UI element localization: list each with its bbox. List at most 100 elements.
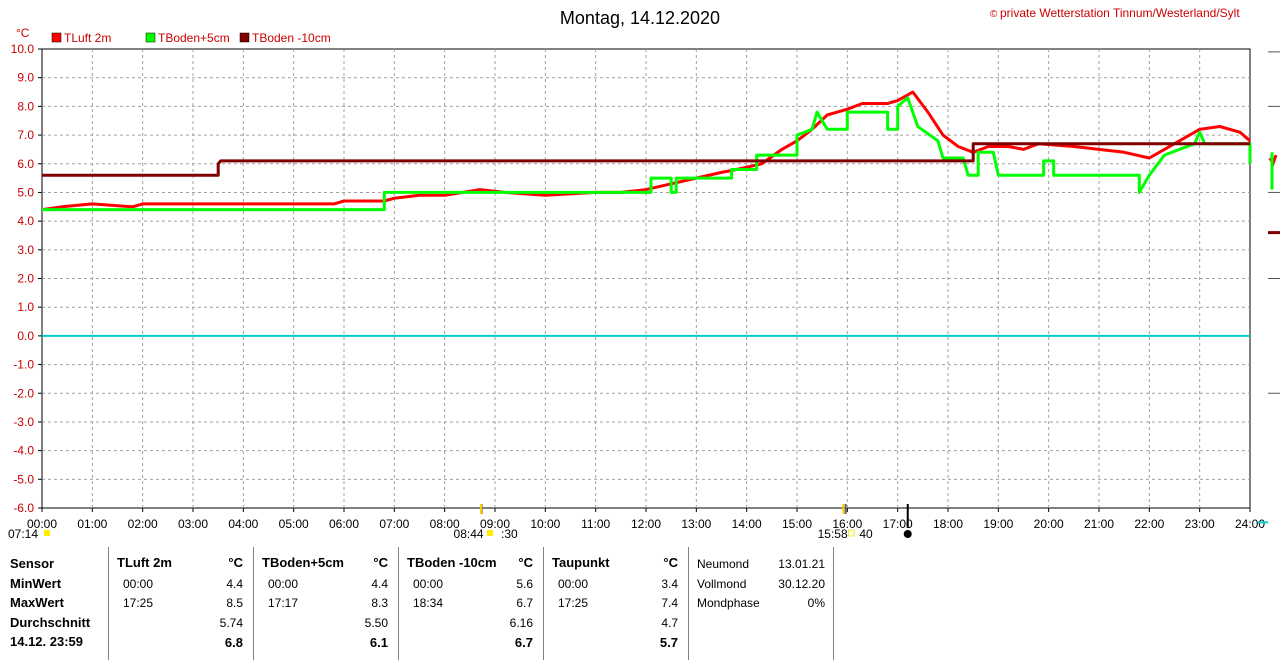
- y-tick-label: -2.0: [13, 386, 34, 400]
- sensor-name: TLuft 2m: [117, 555, 172, 570]
- y-tick-label: 2.0: [17, 272, 34, 286]
- max-value: 8.3: [371, 596, 388, 610]
- row-labels-column: Sensor MinWert MaxWert Durchschnitt 14.1…: [0, 544, 108, 660]
- x-tick-label: 06:00: [329, 517, 359, 531]
- max-value: 6.7: [516, 596, 533, 610]
- x-tick-label: 04:00: [228, 517, 258, 531]
- moon-column: Neumond 13.01.21 Vollmond 30.12.20 Mondp…: [689, 544, 833, 660]
- x-tick-label: 12:00: [631, 517, 661, 531]
- legend-swatch: [51, 32, 62, 43]
- series-line-0: [41, 90, 1251, 212]
- x-tick-label: 15:00: [782, 517, 812, 531]
- max-value: 8.5: [226, 596, 243, 610]
- max-time: 17:25: [558, 596, 589, 610]
- max-time: 17:17: [268, 596, 299, 610]
- y-tick-label: 7.0: [17, 128, 34, 142]
- sensor-name: TBoden -10cm: [407, 555, 497, 570]
- x-tick-label: 21:00: [1084, 517, 1114, 531]
- marker-label: 07:14: [8, 527, 38, 541]
- marker-label: :30: [501, 527, 518, 541]
- min-value: 3.4: [661, 577, 678, 591]
- current-value: 6.8: [224, 635, 243, 650]
- y-axis-ticks: 10.0 9.0 8.0 7.0 6.0 5.0 4.0 3.0 2.0 1.0 0.0 -1.0 -2…: [11, 42, 42, 515]
- row-label-max: MaxWert: [10, 595, 64, 610]
- copyright-text: private Wetterstation Tinnum/Westerland/…: [1000, 6, 1240, 20]
- x-tick-label: 05:00: [279, 517, 309, 531]
- legend-label: TLuft 2m: [64, 31, 111, 45]
- marker-label: 08:44: [454, 527, 484, 541]
- y-tick-label: -5.0: [13, 472, 34, 486]
- current-value: 6.7: [514, 635, 533, 650]
- y-tick-label: -1.0: [13, 358, 34, 372]
- sensor-unit: °C: [373, 555, 388, 570]
- row-label-sensor: Sensor: [10, 556, 55, 571]
- moon-value: 30.12.20: [778, 577, 825, 591]
- x-tick-label: 09:00: [480, 517, 510, 531]
- sun-dot: [487, 530, 493, 536]
- x-tick-label: 14:00: [732, 517, 762, 531]
- x-tick-label: 17:00: [883, 517, 913, 531]
- marker-label: 15:58: [818, 527, 848, 541]
- x-tick-label: 07:00: [379, 517, 409, 531]
- y-tick-label: 10.0: [11, 42, 35, 56]
- max-value: 7.4: [661, 596, 678, 610]
- y-tick-label: 5.0: [17, 185, 34, 199]
- moon-value: 0%: [807, 596, 825, 610]
- average-value: 4.7: [661, 616, 678, 630]
- unit-label: °C: [16, 26, 30, 40]
- moon-value: 13.01.21: [778, 557, 825, 571]
- x-tick-label: 16:00: [832, 517, 862, 531]
- moon-label: Vollmond: [697, 577, 747, 591]
- x-tick-label: 03:00: [178, 517, 208, 531]
- max-time: 17:25: [123, 596, 154, 610]
- y-tick-label: 9.0: [17, 71, 34, 85]
- y-tick-label: -4.0: [13, 444, 34, 458]
- sensor-name: Taupunkt: [552, 555, 610, 570]
- moon-label: Mondphase: [697, 596, 760, 610]
- x-tick-label: 11:00: [581, 517, 610, 531]
- time-markers: 07:14 08:44 :30 15:58 40: [8, 504, 912, 541]
- temperature-chart: 10.0 9.0 8.0 7.0 6.0 5.0 4.0 3.0 2.0 1.0 0.0 -1.0 -2…: [8, 6, 1280, 541]
- legend-label: TBoden -10cm: [252, 31, 331, 45]
- row-label-current: 14.12. 23:59: [10, 634, 84, 649]
- legend-swatch: [145, 32, 156, 43]
- min-time: 00:00: [413, 577, 444, 591]
- y-tick-label: 4.0: [17, 214, 34, 228]
- sensor-column-tboden10: TBoden -10cm °C 00:00 5.6 18:34 6.7 6.16…: [399, 544, 543, 660]
- series-line-1: [42, 96, 1252, 212]
- x-tick-label: 08:00: [430, 517, 460, 531]
- sensor-column-tluft: TLuft 2m °C 00:00 4.4 17:25 8.5 5.74 6.8: [109, 544, 253, 660]
- right-edge-indicators: [1258, 51, 1280, 524]
- x-tick-label: 13:00: [681, 517, 711, 531]
- sun-dot: [44, 530, 50, 536]
- max-time: 18:34: [413, 596, 444, 610]
- x-tick-label: 24:00: [1235, 517, 1265, 531]
- moon-dot: [903, 530, 912, 538]
- series-lines: [41, 90, 1252, 212]
- x-tick-label: 18:00: [933, 517, 963, 531]
- legend: TLuft 2m TBoden+5cm TBoden -10cm: [51, 31, 331, 45]
- series-line-2: [42, 142, 1250, 177]
- min-time: 00:00: [123, 577, 154, 591]
- x-axis-ticks: 00:00 01:00 02:00 03:00 04:00 05:00 06:00 07:00…: [27, 508, 1265, 531]
- x-tick-label: 23:00: [1185, 517, 1215, 531]
- marker-label: 40: [859, 527, 873, 541]
- sensor-unit: °C: [518, 555, 533, 570]
- legend-swatch: [239, 32, 250, 43]
- sensor-unit: °C: [663, 555, 678, 570]
- moon-label: Neumond: [697, 557, 750, 571]
- y-tick-label: 8.0: [17, 99, 34, 113]
- x-tick-label: 22:00: [1134, 517, 1164, 531]
- x-tick-label: 00:00: [27, 517, 57, 531]
- min-value: 4.4: [226, 577, 243, 591]
- x-tick-label: 19:00: [983, 517, 1013, 531]
- grid: [41, 48, 1251, 509]
- current-value: 6.1: [369, 635, 388, 650]
- sensor-column-taupunkt: Taupunkt °C 00:00 3.4 17:25 7.4 4.7 5.7: [544, 544, 688, 660]
- copyright-symbol: ©: [990, 9, 998, 20]
- chart-title: Montag, 14.12.2020: [560, 8, 720, 28]
- average-value: 5.74: [219, 616, 243, 630]
- min-value: 4.4: [371, 577, 388, 591]
- y-tick-label: 3.0: [17, 243, 34, 257]
- legend-label: TBoden+5cm: [158, 31, 230, 45]
